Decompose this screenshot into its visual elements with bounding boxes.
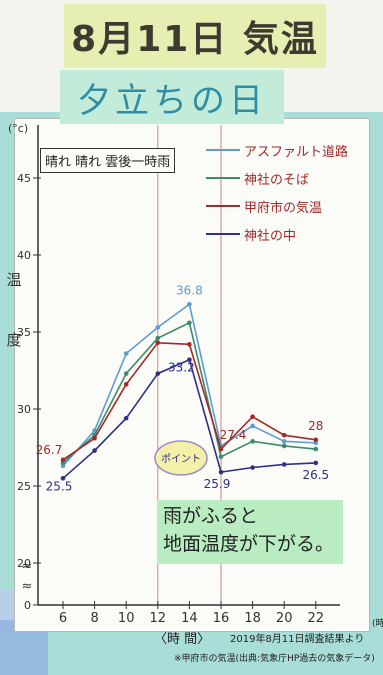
data-point — [313, 446, 319, 452]
x-tick-label: 20 — [276, 611, 293, 626]
data-point — [313, 460, 319, 466]
data-point — [123, 371, 129, 376]
axis-break-mark: ≈ — [22, 559, 33, 574]
rain-note-line: 雨がふると — [163, 505, 259, 527]
data-label: 27.4 — [220, 428, 247, 442]
data-point — [250, 439, 255, 444]
y-tick-label: 40 — [17, 249, 31, 262]
point-callout-label: ポイント — [161, 453, 201, 465]
data-label: 28 — [308, 419, 323, 433]
data-point — [187, 342, 192, 347]
data-point — [281, 432, 287, 438]
y-tick-label: 0 — [24, 599, 31, 612]
legend-item: 甲府市の気温 — [206, 192, 348, 220]
data-point — [155, 371, 161, 376]
data-point — [281, 439, 287, 444]
legend-swatch — [206, 177, 240, 179]
y-tick-label: 30 — [17, 403, 31, 416]
legend: アスファルト道路 神社のそば 甲府市の気温 神社の中 — [206, 136, 348, 248]
data-point — [123, 415, 129, 421]
legend-item: 神社のそば — [206, 164, 348, 192]
data-label: 33.2 — [168, 361, 195, 375]
data-label: 26.7 — [36, 443, 63, 457]
x-tick-label: 16 — [213, 611, 230, 626]
legend-swatch — [206, 233, 240, 235]
legend-label: 神社のそば — [244, 172, 310, 188]
data-point — [250, 423, 255, 429]
data-point — [123, 382, 129, 387]
legend-item: 神社の中 — [206, 220, 348, 248]
x-tick-label: 6 — [59, 611, 67, 626]
axis-break-mark: ≈ — [22, 579, 33, 594]
data-point — [218, 469, 224, 475]
data-point — [155, 325, 161, 330]
x-tick-label: 18 — [244, 611, 261, 626]
y-axis-label-char: 温 — [6, 271, 22, 289]
data-point — [218, 454, 224, 460]
x-tick-label: 22 — [308, 611, 325, 626]
data-point — [92, 448, 97, 453]
rain-note-line: 地面温度が下がる。 — [163, 533, 335, 555]
data-point — [155, 340, 161, 346]
data-label: 36.8 — [176, 283, 203, 297]
legend-label: 神社の中 — [244, 228, 297, 244]
page-subtitle: 夕立ちの日 — [60, 70, 284, 124]
rain-note: 雨がふると 地面温度が下がる。 — [157, 500, 343, 564]
legend-label: アスファルト道路 — [244, 144, 349, 160]
data-label: 25.9 — [204, 477, 231, 491]
data-point — [187, 320, 192, 326]
data-point — [155, 335, 161, 341]
data-point — [313, 437, 319, 443]
corner-note: (時 — [372, 619, 383, 629]
x-tick-label: 12 — [150, 611, 167, 626]
data-label: 25.5 — [46, 479, 73, 493]
source-note: ※甲府市の気温(出典:気象庁HP過去の気象データ) — [174, 654, 375, 664]
y-axis-label-char: 度 — [6, 331, 22, 349]
data-label: 26.5 — [302, 468, 329, 482]
x-tick-label: 10 — [118, 611, 135, 626]
data-point — [60, 457, 66, 463]
date-note: 2019年8月11日調査結果より — [230, 634, 365, 645]
x-tick-label: 14 — [181, 611, 198, 626]
data-point — [123, 351, 129, 356]
data-point — [281, 462, 287, 467]
x-tick-label: 8 — [90, 611, 98, 626]
data-point — [250, 414, 255, 420]
x-axis-title: 〈時 間〉 — [154, 632, 211, 647]
weather-note: 晴れ 晴れ 雲後一時雨 — [40, 148, 176, 173]
page-title: 8月11日 気温 — [64, 4, 326, 68]
data-point — [187, 357, 192, 363]
data-point — [218, 446, 224, 452]
unit-label: (°c) — [8, 122, 29, 135]
y-tick-label: 45 — [17, 172, 31, 185]
legend-swatch — [206, 149, 240, 151]
data-point — [187, 301, 192, 307]
y-axis-label: 温 度 — [6, 270, 22, 350]
data-point — [250, 465, 255, 470]
y-tick-label: 25 — [17, 480, 31, 493]
data-point — [281, 443, 287, 449]
legend-item: アスファルト道路 — [206, 136, 348, 164]
y-tick-label: 20 — [17, 557, 31, 570]
legend-label: 甲府市の気温 — [244, 200, 323, 216]
data-point — [60, 476, 66, 481]
legend-swatch — [206, 205, 240, 207]
y-tick-label: 35 — [17, 326, 31, 339]
point-callout — [154, 440, 208, 476]
data-point — [92, 435, 97, 441]
